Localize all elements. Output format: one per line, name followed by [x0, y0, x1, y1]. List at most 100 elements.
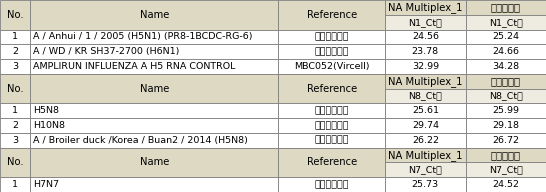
Text: 기존진단법: 기존진단법 — [491, 2, 521, 12]
Text: 3: 3 — [12, 136, 18, 145]
Text: A / Broiler duck /Korea / Buan2 / 2014 (H5N8): A / Broiler duck /Korea / Buan2 / 2014 (… — [33, 136, 248, 145]
Text: 29.18: 29.18 — [492, 121, 519, 130]
Text: Name: Name — [140, 157, 169, 167]
Bar — [385, 0, 466, 15]
Text: 24.56: 24.56 — [412, 32, 439, 41]
Text: 질병관리본부: 질병관리본부 — [314, 121, 349, 130]
Bar — [30, 59, 278, 74]
Text: N1_Ct값: N1_Ct값 — [408, 18, 442, 27]
Text: No.: No. — [7, 157, 23, 167]
Bar — [0, 103, 30, 118]
Text: AMPLIRUN INFLUENZA A H5 RNA CONTROL: AMPLIRUN INFLUENZA A H5 RNA CONTROL — [33, 62, 235, 71]
Text: NA Multiplex_1: NA Multiplex_1 — [388, 2, 462, 13]
Bar — [466, 118, 546, 133]
Bar — [385, 162, 466, 177]
Bar — [385, 74, 466, 89]
Text: 25.73: 25.73 — [412, 180, 439, 189]
Text: N8_Ct값: N8_Ct값 — [489, 92, 523, 100]
Text: N7_Ct값: N7_Ct값 — [489, 165, 523, 174]
Bar — [0, 133, 30, 148]
Text: 26.22: 26.22 — [412, 136, 439, 145]
Bar — [0, 0, 30, 30]
Bar — [278, 74, 385, 103]
Bar — [0, 44, 30, 59]
Bar — [466, 162, 546, 177]
Bar — [466, 148, 546, 162]
Bar — [278, 44, 385, 59]
Bar — [30, 148, 278, 177]
Text: N1_Ct값: N1_Ct값 — [489, 18, 523, 27]
Bar — [385, 103, 466, 118]
Text: 24.66: 24.66 — [492, 47, 519, 56]
Text: H5N8: H5N8 — [33, 106, 59, 115]
Text: MBC052(Vircell): MBC052(Vircell) — [294, 62, 370, 71]
Text: NA Multiplex_1: NA Multiplex_1 — [388, 76, 462, 87]
Bar — [385, 148, 466, 162]
Bar — [385, 30, 466, 44]
Text: 2: 2 — [12, 121, 18, 130]
Text: 질병관리본부: 질병관리본부 — [314, 106, 349, 115]
Text: Name: Name — [140, 84, 169, 94]
Bar — [30, 103, 278, 118]
Bar — [278, 59, 385, 74]
Bar — [0, 118, 30, 133]
Text: Reference: Reference — [306, 10, 357, 20]
Text: 질병관리본부: 질병관리본부 — [314, 47, 349, 56]
Bar — [466, 30, 546, 44]
Text: 34.28: 34.28 — [492, 62, 519, 71]
Text: No.: No. — [7, 84, 23, 94]
Text: 26.72: 26.72 — [492, 136, 519, 145]
Text: 질병관리본부: 질병관리본부 — [314, 180, 349, 189]
Bar — [466, 177, 546, 192]
Bar — [278, 118, 385, 133]
Text: 25.61: 25.61 — [412, 106, 439, 115]
Bar — [0, 148, 30, 177]
Text: 3: 3 — [12, 62, 18, 71]
Bar — [0, 74, 30, 103]
Bar — [0, 30, 30, 44]
Text: 1: 1 — [12, 32, 18, 41]
Bar — [30, 177, 278, 192]
Bar — [278, 148, 385, 177]
Bar — [278, 133, 385, 148]
Text: 질병관리본부: 질병관리본부 — [314, 32, 349, 41]
Text: 1: 1 — [12, 180, 18, 189]
Text: 질병관리본부: 질병관리본부 — [314, 136, 349, 145]
Text: 25.24: 25.24 — [492, 32, 519, 41]
Bar — [466, 89, 546, 103]
Bar — [278, 103, 385, 118]
Bar — [30, 74, 278, 103]
Bar — [385, 177, 466, 192]
Text: 25.99: 25.99 — [492, 106, 519, 115]
Bar — [278, 30, 385, 44]
Bar — [0, 177, 30, 192]
Bar — [278, 177, 385, 192]
Text: 29.74: 29.74 — [412, 121, 439, 130]
Bar — [30, 30, 278, 44]
Text: A / WD / KR SH37-2700 (H6N1): A / WD / KR SH37-2700 (H6N1) — [33, 47, 179, 56]
Bar — [466, 44, 546, 59]
Text: 23.78: 23.78 — [412, 47, 439, 56]
Text: N8_Ct값: N8_Ct값 — [408, 92, 442, 100]
Bar — [385, 133, 466, 148]
Bar — [466, 0, 546, 15]
Bar — [30, 133, 278, 148]
Text: Reference: Reference — [306, 157, 357, 167]
Text: Name: Name — [140, 10, 169, 20]
Bar — [385, 89, 466, 103]
Bar — [385, 118, 466, 133]
Bar — [30, 0, 278, 30]
Bar — [466, 103, 546, 118]
Bar — [466, 59, 546, 74]
Text: 1: 1 — [12, 106, 18, 115]
Bar — [466, 133, 546, 148]
Text: 24.52: 24.52 — [492, 180, 519, 189]
Text: 기존진단법: 기존진단법 — [491, 76, 521, 86]
Bar — [385, 59, 466, 74]
Bar — [385, 15, 466, 30]
Text: Reference: Reference — [306, 84, 357, 94]
Bar — [466, 15, 546, 30]
Bar — [385, 44, 466, 59]
Text: 2: 2 — [12, 47, 18, 56]
Bar — [30, 44, 278, 59]
